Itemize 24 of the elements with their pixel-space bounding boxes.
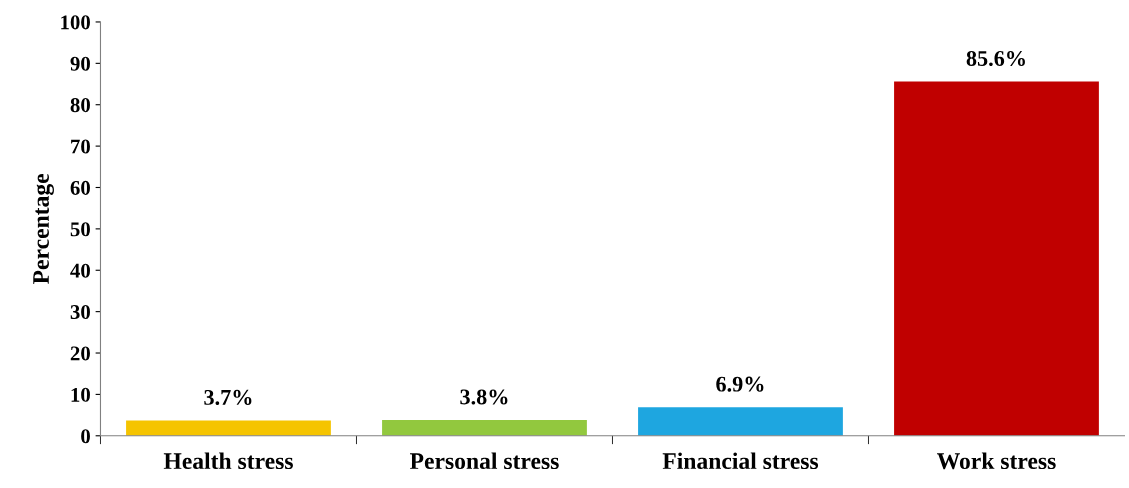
bar (382, 420, 587, 436)
y-tick-label: 50 (70, 222, 90, 237)
y-tick-label: 10 (71, 387, 90, 402)
bar (894, 81, 1099, 436)
y-tick-label: 100 (61, 15, 90, 30)
y-tick-label: 0 (81, 429, 90, 444)
data-label: 6.9% (716, 376, 764, 392)
x-tick-label: Financial stress (662, 452, 819, 470)
y-tick-label: 30 (70, 305, 90, 320)
x-tick-label: Health stress (163, 452, 293, 470)
data-label: 3.8% (460, 389, 508, 405)
y-tick-label: 80 (70, 98, 90, 113)
y-tick-label: 90 (70, 56, 90, 71)
y-tick-label: 40 (70, 263, 90, 278)
x-tick-label: Personal stress (410, 452, 559, 470)
y-tick-label: 60 (70, 180, 90, 195)
y-axis-title: Percentage (33, 173, 54, 284)
data-label: 85.6% (966, 50, 1025, 67)
y-tick-label: 70 (71, 139, 90, 154)
data-label: 3.7% (204, 389, 252, 405)
x-tick-label: Work stress (937, 452, 1056, 470)
y-tick-label: 20 (70, 346, 90, 361)
bar (638, 407, 843, 436)
bar (126, 420, 331, 436)
